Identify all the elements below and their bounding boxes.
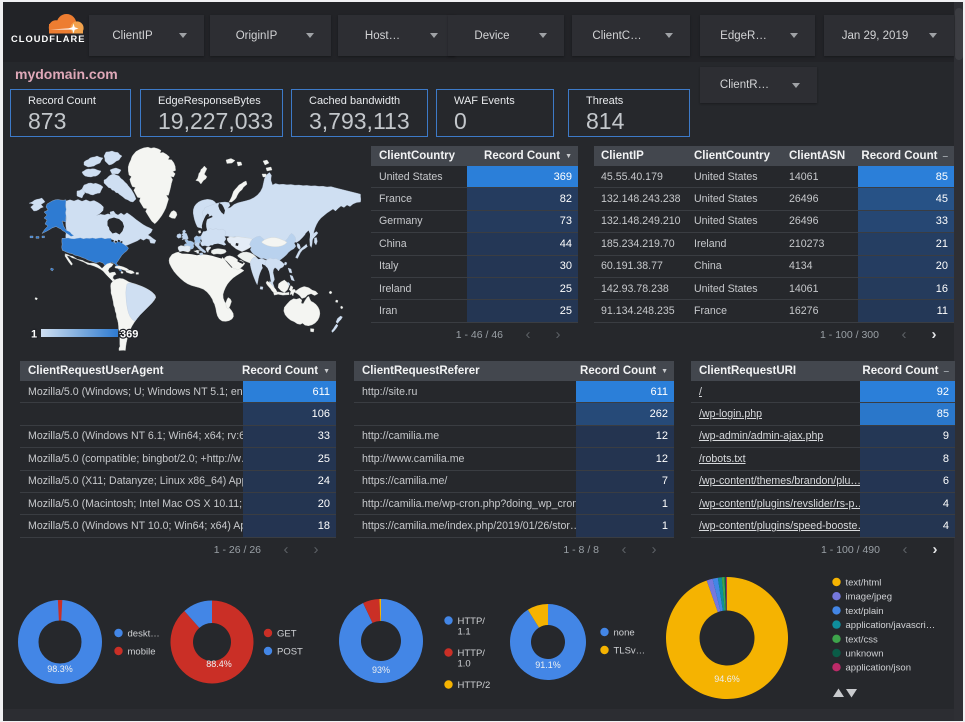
svg-text:image/jpeg: image/jpeg <box>846 592 892 603</box>
svg-text:1: 1 <box>31 329 37 341</box>
svg-text:HTTP/: HTTP/ <box>458 616 486 627</box>
svg-text:text/plain: text/plain <box>846 606 884 617</box>
svg-text:369: 369 <box>120 329 138 341</box>
svg-text:1.1: 1.1 <box>458 627 471 638</box>
svg-text:application/json: application/json <box>846 663 912 674</box>
svg-text:CLOUDFLARE: CLOUDFLARE <box>11 34 86 44</box>
svg-text:88.4%: 88.4% <box>206 659 232 669</box>
svg-text:GET: GET <box>277 629 297 640</box>
svg-text:unknown: unknown <box>846 649 884 660</box>
svg-text:text/html: text/html <box>846 578 882 589</box>
svg-text:TLSv…: TLSv… <box>614 646 646 657</box>
svg-text:text/css: text/css <box>846 634 878 645</box>
svg-text:POST: POST <box>277 647 303 658</box>
svg-text:98.3%: 98.3% <box>47 664 73 674</box>
svg-text:none: none <box>614 628 635 639</box>
svg-text:94.6%: 94.6% <box>714 674 740 684</box>
svg-text:91.1%: 91.1% <box>535 660 561 670</box>
svg-text:93%: 93% <box>372 665 390 675</box>
svg-text:application/javascri…: application/javascri… <box>846 620 936 631</box>
svg-text:deskt…: deskt… <box>128 629 160 640</box>
svg-text:mobile: mobile <box>128 647 156 658</box>
svg-text:HTTP/: HTTP/ <box>458 648 486 659</box>
svg-text:HTTP/2: HTTP/2 <box>458 680 491 691</box>
svg-text:1.0: 1.0 <box>458 659 471 670</box>
